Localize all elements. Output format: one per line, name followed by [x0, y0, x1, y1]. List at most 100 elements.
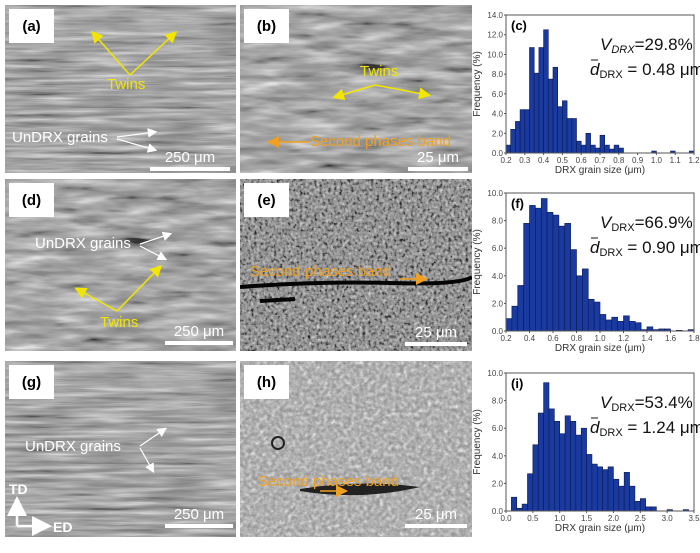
- histogram-f: 0.2 0.4 0.6 0.8 1.0 1.2 1.4 1.6 1.8 0.0 2.0 4.0 6.0 8…: [470, 183, 700, 354]
- annotation-arrows-d: [74, 231, 173, 312]
- mean-grain-size-annotation: dDRX = 1.24 μm: [590, 418, 700, 439]
- panel-tag-b: (b): [244, 9, 289, 43]
- histogram-bar: [532, 444, 539, 512]
- histogram-bar: [521, 503, 528, 512]
- x-axis-label: DRX grain size (μm): [555, 523, 645, 534]
- histogram-bar: [529, 205, 536, 332]
- annotation-arrows-b: [267, 84, 431, 148]
- histogram-bar: [576, 140, 582, 154]
- x-tick-label: 1.0: [651, 156, 663, 165]
- scale-bar-label: 25 μm: [415, 324, 457, 341]
- annotation-arrows-a: [91, 30, 178, 153]
- histogram-bar: [580, 427, 587, 512]
- micrograph-d: (d) UnDRX grains Twins 250 μm: [5, 179, 236, 351]
- x-axis-label: DRX grain size (μm): [555, 343, 645, 354]
- plot-frame: [505, 372, 695, 512]
- y-axis-label: Frequency (%): [472, 51, 483, 117]
- histogram-bar: [505, 318, 513, 332]
- y-tick-label: 6.0: [492, 244, 504, 253]
- histogram-bar: [618, 485, 625, 512]
- histogram-bar: [595, 147, 601, 154]
- mean-grain-size-annotation: dDRX = 0.90 μm: [590, 238, 700, 259]
- panel-tag: (f): [511, 196, 524, 211]
- y-tick-label: 4.0: [492, 452, 504, 461]
- histogram-bar: [564, 223, 571, 332]
- histogram-bar: [613, 144, 620, 154]
- scale-bar-e: 25 μm: [405, 324, 467, 346]
- histogram-bar: [548, 78, 554, 154]
- y-tick-label: 4.0: [492, 110, 504, 119]
- histogram-bar: [597, 466, 603, 512]
- histogram-bar: [586, 454, 593, 512]
- y-axis-label: Frequency (%): [472, 229, 483, 295]
- histogram-bar: [646, 326, 654, 332]
- x-tick-label: 1.1: [670, 156, 682, 165]
- histogram-bar: [548, 408, 555, 512]
- histogram-bar: [611, 316, 618, 332]
- annotation-arrows-e: [400, 273, 428, 285]
- y-tick-label: 0.0: [492, 507, 504, 516]
- histogram-i: 0.0 0.5 1.0 1.5 2.0 2.5 3.0 3.5 0.0 2.0 4.0 6.0 8.0 1…: [470, 363, 700, 534]
- scale-bar-label: 250 μm: [164, 149, 216, 166]
- y-tick-label: 6.0: [492, 90, 504, 99]
- panel-tag-a: (a): [9, 9, 54, 43]
- x-tick-label: 0.2: [500, 156, 512, 165]
- panel-tag-e: (e): [244, 183, 289, 217]
- micrograph-e: (e) Second phases band 25 μm: [240, 179, 472, 351]
- histogram-bar: [535, 207, 542, 332]
- y-tick-label: 10.0: [487, 189, 503, 198]
- y-tick-label: 0.0: [492, 149, 504, 158]
- histogram-bar: [591, 463, 598, 512]
- x-tick-label: 0.0: [500, 514, 512, 523]
- x-tick-label: 2.0: [608, 514, 620, 523]
- histogram-bar: [607, 466, 614, 512]
- histogram-bar: [537, 412, 544, 512]
- histogram-c: 0.2 0.3 0.4 0.5 0.6 0.7 0.8 0.9 1.0 1.1 1.2 0.0 2.0 4…: [470, 5, 700, 176]
- scale-bar-label: 250 μm: [173, 506, 225, 523]
- y-tick-label: 4.0: [492, 272, 504, 281]
- histogram-bar: [602, 469, 609, 512]
- histogram-bar: [543, 29, 549, 154]
- histogram-bar: [571, 118, 577, 154]
- histogram-bar: [582, 268, 589, 332]
- x-tick-label: 0.5: [557, 156, 569, 165]
- y-tick-label: 0.0: [492, 327, 504, 336]
- histogram-bar: [529, 47, 535, 154]
- histogram-bar: [618, 147, 624, 154]
- histogram-bar: [566, 118, 573, 154]
- x-tick-label: 0.4: [524, 334, 536, 343]
- x-tick-label: 2.5: [635, 514, 647, 523]
- histogram-bar: [515, 121, 521, 154]
- histogram-bar: [533, 72, 540, 154]
- panel-tag-g: (g): [9, 365, 54, 399]
- panel-tag: (c): [511, 18, 527, 33]
- y-axis-label: Frequency (%): [472, 409, 483, 475]
- histogram-bar: [580, 144, 587, 154]
- micrograph-g: (g) UnDRX grains TD ED 250 μm: [5, 361, 236, 537]
- histogram-bar: [629, 321, 636, 332]
- annotation-arrows-h: [320, 485, 348, 497]
- y-tick-label: 2.0: [492, 299, 504, 308]
- histogram-bar: [639, 498, 646, 512]
- undrx-grains-label: UnDRX grains: [35, 235, 131, 252]
- x-tick-label: 0.3: [519, 156, 531, 165]
- histogram-bar: [510, 129, 516, 154]
- twins-label: Twins: [100, 314, 139, 331]
- x-axis-label: DRX grain size (μm): [555, 165, 645, 176]
- histogram-bar: [590, 144, 596, 154]
- x-tick-label: 0.8: [613, 156, 625, 165]
- histogram-bar: [564, 415, 571, 512]
- histogram-bar: [546, 212, 554, 332]
- mean-grain-size-annotation: dDRX = 0.48 μm: [590, 60, 700, 81]
- scale-bar-label: 25 μm: [415, 506, 457, 523]
- histogram-bar: [629, 485, 636, 512]
- histogram-bar: [617, 321, 624, 332]
- histogram-bar: [575, 434, 582, 512]
- histogram-bar: [623, 472, 630, 512]
- histogram-bar: [552, 214, 560, 332]
- histogram-bar: [527, 473, 534, 512]
- y-tick-label: 8.0: [492, 70, 504, 79]
- histogram-bar: [645, 506, 652, 512]
- histogram-bar: [623, 315, 630, 332]
- x-tick-label: 1.6: [665, 334, 677, 343]
